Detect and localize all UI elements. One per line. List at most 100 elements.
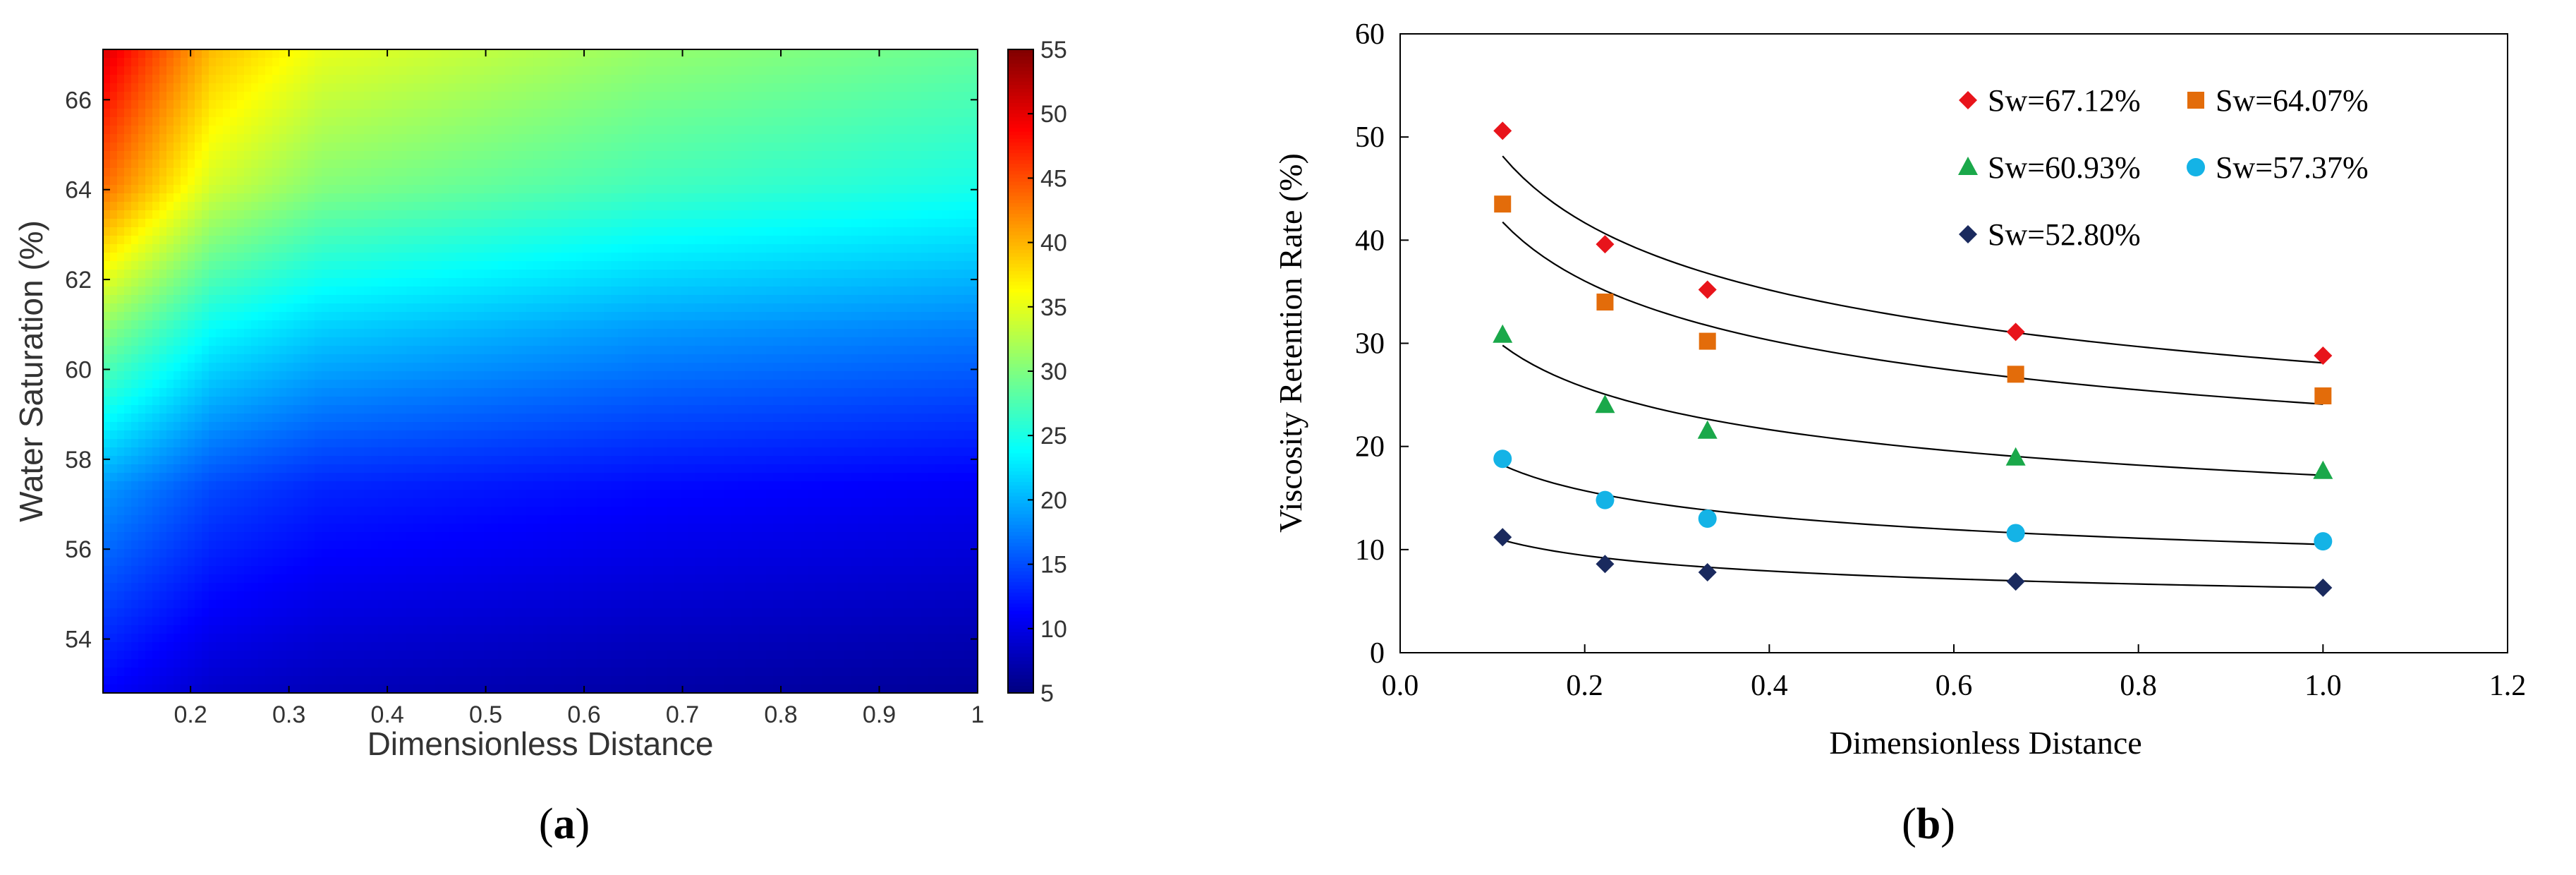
heatmap-cell: [766, 236, 774, 245]
heatmap-cell: [244, 159, 252, 169]
heatmap-cell: [279, 371, 287, 380]
heatmap-cell: [540, 253, 548, 262]
heatmap-cell: [731, 92, 739, 101]
heatmap-cell: [470, 168, 478, 177]
heatmap-cell: [956, 346, 964, 355]
heatmap-cell: [237, 117, 245, 126]
heatmap-cell: [103, 329, 111, 338]
heatmap-cell: [463, 337, 470, 346]
heatmap-cell: [759, 236, 767, 245]
heatmap-cell: [512, 320, 520, 330]
heatmap-cell: [343, 83, 351, 92]
heatmap-cell: [498, 363, 506, 372]
heatmap-cell: [308, 143, 315, 152]
heatmap-cell: [258, 312, 266, 321]
heatmap-cell: [907, 312, 915, 321]
heatmap-cell: [251, 380, 259, 389]
heatmap-cell: [688, 134, 696, 143]
heatmap-cell: [484, 295, 492, 304]
heatmap-cell: [279, 66, 287, 76]
heatmap-cell: [279, 219, 287, 228]
heatmap-cell: [181, 193, 188, 203]
heatmap-cell: [449, 143, 456, 152]
heatmap-cell: [533, 202, 541, 211]
heatmap-cell: [131, 312, 139, 321]
heatmap-cell: [406, 320, 414, 330]
heatmap-cell: [484, 363, 492, 372]
heatmap-cell: [265, 176, 273, 186]
heatmap-cell: [928, 219, 936, 228]
heatmap-cell: [858, 286, 865, 296]
heatmap-cell: [611, 329, 619, 338]
heatmap-cell: [844, 100, 851, 109]
heatmap-cell: [152, 303, 160, 313]
heatmap-cell: [470, 210, 478, 219]
heatmap-cell: [286, 270, 294, 279]
heatmap-cell: [216, 303, 224, 313]
heatmap-cell: [653, 286, 661, 296]
heatmap-cell: [371, 354, 379, 363]
heatmap-cell: [971, 363, 978, 372]
heatmap-cell: [731, 253, 739, 262]
heatmap-cell: [336, 303, 344, 313]
heatmap-cell: [660, 371, 668, 380]
heatmap-cell: [223, 168, 231, 177]
heatmap-cell: [674, 58, 682, 67]
heatmap-cell: [752, 278, 760, 287]
heatmap-cell: [463, 354, 470, 363]
heatmap-cell: [971, 151, 978, 160]
heatmap-cell: [851, 354, 858, 363]
heatmap-cell: [265, 202, 273, 211]
heatmap-cell: [858, 320, 865, 330]
heatmap-cell: [844, 151, 851, 160]
heatmap-cell: [526, 143, 534, 152]
heatmap-cell: [117, 329, 125, 338]
heatmap-cell: [505, 176, 513, 186]
heatmap-cell: [794, 134, 802, 143]
heatmap-cell: [533, 92, 541, 101]
heatmap-cell: [561, 236, 569, 245]
heatmap-cell: [893, 312, 901, 321]
heatmap-cell: [181, 143, 188, 152]
heatmap-cell: [145, 295, 153, 304]
heatmap-cell: [921, 49, 929, 59]
heatmap-cell: [837, 143, 844, 152]
heatmap-cell: [646, 49, 654, 59]
heatmap-cell: [632, 143, 640, 152]
heatmap-cell: [470, 270, 478, 279]
heatmap-cell: [660, 320, 668, 330]
heatmap-cell: [590, 159, 597, 169]
heatmap-cell: [710, 176, 717, 186]
heatmap-cell: [752, 75, 760, 84]
heatmap-cell: [688, 75, 696, 84]
heatmap-cell: [949, 126, 957, 135]
heatmap-cell: [251, 320, 259, 330]
heatmap-cell: [251, 210, 259, 219]
heatmap-cell: [110, 168, 118, 177]
heatmap-cell: [279, 176, 287, 186]
heatmap-cell: [914, 210, 922, 219]
heatmap-cell: [921, 346, 929, 355]
heatmap-cell: [583, 109, 590, 118]
heatmap-cell: [738, 159, 746, 169]
heatmap-cell: [914, 346, 922, 355]
heatmap-cell: [695, 176, 703, 186]
heatmap-cell: [611, 168, 619, 177]
heatmap-cell: [378, 236, 386, 245]
heatmap-cell: [124, 244, 132, 253]
heatmap-cell: [632, 244, 640, 253]
heatmap-cell: [625, 58, 633, 67]
heatmap-cell: [442, 380, 449, 389]
heatmap-cell: [188, 193, 195, 203]
heatmap-cell: [230, 109, 238, 118]
heatmap-cell: [406, 363, 414, 372]
heatmap-cell: [681, 346, 689, 355]
heatmap-cell: [343, 320, 351, 330]
heatmap-cell: [138, 49, 146, 59]
heatmap-cell: [752, 371, 760, 380]
heatmap-cell: [152, 329, 160, 338]
heatmap-cell: [378, 168, 386, 177]
heatmap-cell: [879, 363, 887, 372]
heatmap-cell: [371, 312, 379, 321]
heatmap-cell: [145, 168, 153, 177]
